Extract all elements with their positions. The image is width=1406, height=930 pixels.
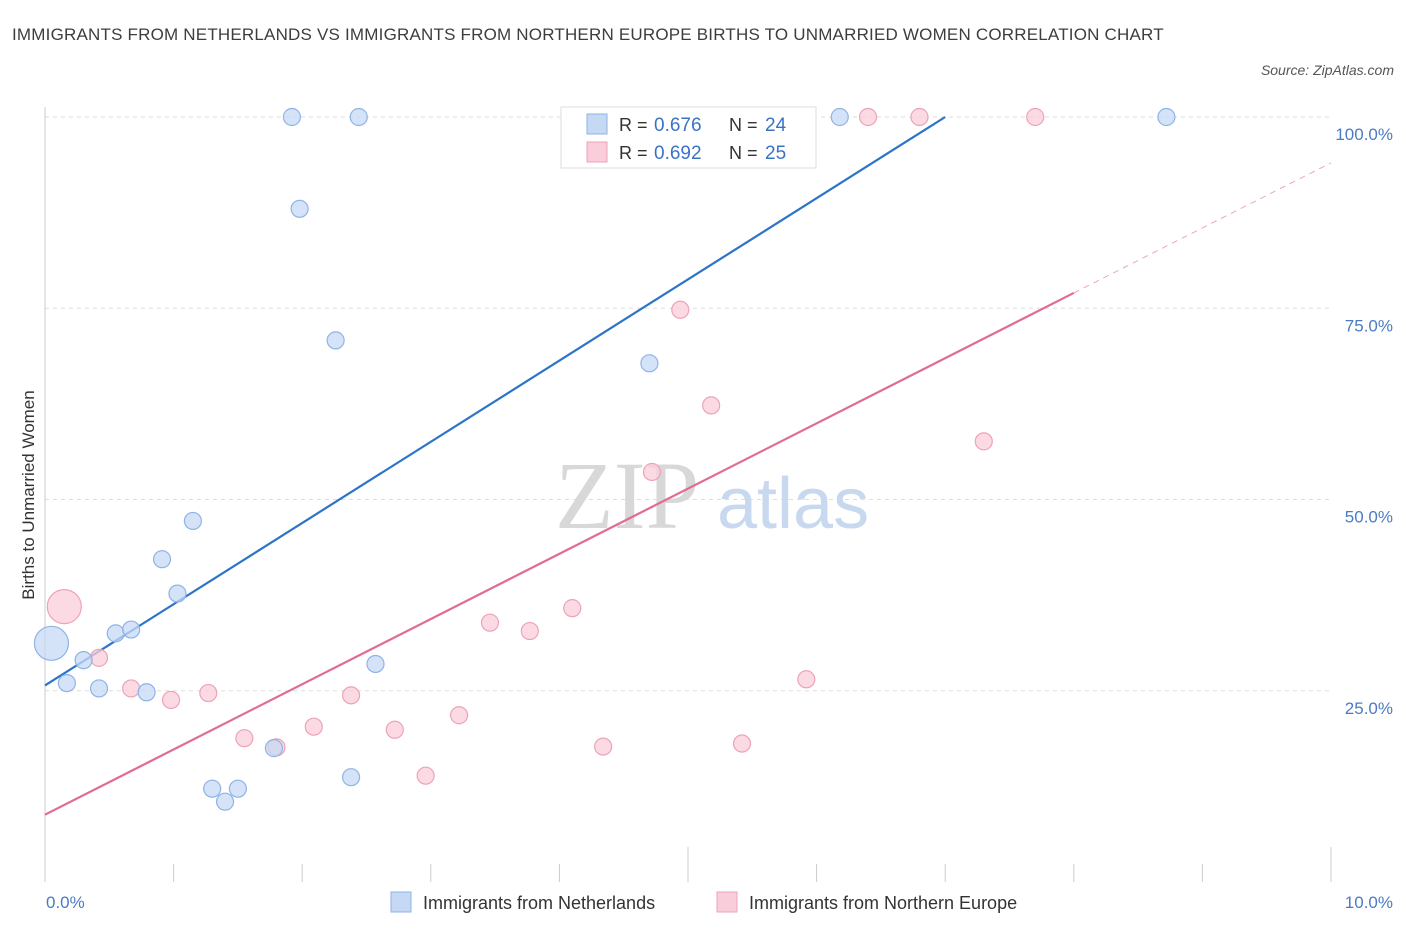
series-legend-label-1: Immigrants from Netherlands — [423, 893, 655, 913]
data-point-blue — [203, 779, 222, 798]
data-point-blue — [89, 679, 109, 698]
x-tick-label: 0.0% — [46, 893, 85, 912]
data-point-pink — [46, 588, 82, 625]
data-point-blue — [228, 779, 247, 798]
data-point-pink — [416, 766, 435, 785]
legend-r-label-2: R = — [619, 143, 648, 163]
data-point-blue — [326, 331, 345, 350]
data-point-pink — [594, 737, 613, 756]
data-point-pink — [89, 648, 109, 667]
legend-n-label-1: N = — [729, 115, 758, 135]
data-point-pink — [797, 670, 816, 689]
legend-r-label-1: R = — [619, 115, 648, 135]
data-point-blue — [290, 199, 309, 218]
data-point-blue — [264, 739, 284, 758]
series-legend: Immigrants from Netherlands Immigrants f… — [390, 891, 1017, 913]
series-legend-label-2: Immigrants from Northern Europe — [749, 893, 1017, 913]
legend-r-value-2: 0.692 — [654, 143, 702, 164]
trend-lines — [44, 116, 1332, 816]
legend-n-value-1: 24 — [765, 115, 787, 136]
data-point-blue — [33, 625, 70, 661]
data-point-blue — [152, 550, 172, 569]
data-point-pink — [974, 432, 993, 451]
y-tick-label: 75.0% — [1345, 316, 1393, 335]
grid — [45, 116, 1331, 692]
trend-line-blue — [44, 116, 946, 687]
data-point-pink — [304, 717, 323, 736]
data-point-blue — [57, 673, 76, 693]
data-point-pink — [671, 300, 690, 319]
data-point-pink — [732, 734, 752, 753]
y-tick-label: 100.0% — [1335, 125, 1393, 144]
data-point-blue — [137, 683, 156, 702]
legend-n-value-2: 25 — [765, 143, 786, 164]
legend-r-value-1: 0.676 — [654, 115, 702, 136]
data-point-pink — [122, 679, 141, 698]
x-tick-label: 10.0% — [1345, 893, 1393, 912]
y-tick-label: 25.0% — [1345, 699, 1393, 718]
data-point-pink — [199, 683, 218, 703]
zipatlas-watermark: ZIP atlas — [555, 442, 869, 549]
y-axis-label: Births to Unmarried Women — [19, 390, 38, 599]
trend-line-pink — [44, 291, 1075, 816]
series-legend-swatch-blue — [390, 891, 412, 913]
data-point-blue — [1157, 107, 1176, 127]
legend-swatch-pink — [586, 141, 608, 163]
data-point-blue — [341, 768, 361, 787]
watermark-atlas: atlas — [717, 464, 869, 544]
data-point-blue — [122, 620, 141, 639]
data-point-pink — [161, 690, 181, 710]
data-point-blue — [183, 511, 202, 531]
data-point-pink — [642, 462, 662, 482]
legend-swatch-blue — [586, 113, 608, 135]
data-point-pink — [520, 621, 539, 641]
y-tick-label: 50.0% — [1345, 508, 1393, 527]
data-point-blue — [640, 354, 659, 373]
data-point-blue — [215, 792, 235, 811]
data-point-pink — [235, 729, 254, 748]
data-point-pink — [341, 686, 361, 705]
trend-line-extension-pink — [1073, 162, 1332, 294]
data-point-pink — [910, 107, 929, 127]
data-point-pink — [702, 396, 721, 415]
data-point-pink — [385, 720, 404, 739]
data-point-blue — [366, 654, 385, 674]
series-legend-swatch-pink — [716, 891, 738, 913]
data-point-blue — [74, 651, 93, 670]
data-point-blue — [106, 624, 125, 643]
legend-n-label-2: N = — [729, 143, 758, 163]
data-point-blue — [168, 584, 187, 603]
data-point-pink — [449, 706, 469, 725]
data-point-blue — [282, 107, 302, 127]
data-point-pink — [480, 613, 500, 632]
axes: 25.0% 50.0% 75.0% 100.0% 0.0% 10.0% — [44, 107, 1393, 912]
data-point-pink — [858, 107, 878, 127]
data-points — [33, 107, 1176, 811]
data-point-pink — [563, 599, 582, 618]
watermark-zip: ZIP — [555, 442, 699, 549]
chart-title: IMMIGRANTS FROM NETHERLANDS VS IMMIGRANT… — [12, 25, 1164, 44]
data-point-blue — [349, 107, 368, 127]
source-label: Source: ZipAtlas.com — [1260, 62, 1394, 78]
data-point-pink — [1026, 107, 1045, 127]
stats-legend: R = 0.676 N = 24 R = 0.692 N = 25 — [560, 106, 817, 169]
data-point-blue — [830, 107, 849, 127]
